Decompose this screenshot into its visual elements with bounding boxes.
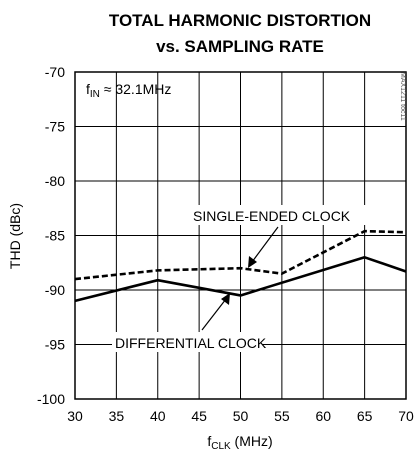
- differential-clock-line: [74, 255, 407, 303]
- y-tick-label: -75: [45, 119, 65, 135]
- x-tick-label: 35: [109, 408, 125, 424]
- x-tick-label: 65: [357, 408, 373, 424]
- watermark: MAX1211 toc11: [399, 72, 406, 121]
- x-axis-label: fCLK (MHz): [207, 433, 272, 452]
- x-tick-label: 60: [315, 408, 331, 424]
- single-ended-label: SINGLE-ENDED CLOCK: [193, 208, 351, 224]
- y-tick-label: -70: [45, 64, 65, 80]
- x-tick-label: 30: [67, 408, 83, 424]
- differential-label: DIFFERENTIAL CLOCK: [115, 335, 267, 351]
- single-ended-arrow: [248, 226, 279, 268]
- single-ended-label-bg: [190, 205, 376, 225]
- x-tick-label: 50: [233, 408, 249, 424]
- x-tick-label: 70: [398, 408, 414, 424]
- x-tick-label: 40: [150, 408, 166, 424]
- x-tick-label: 55: [274, 408, 290, 424]
- chart-title-line-2: vs. SAMPLING RATE: [156, 37, 324, 56]
- plot-frame: [74, 71, 407, 400]
- differential-label-bg: [112, 332, 262, 352]
- y-tick-label: -80: [45, 173, 65, 189]
- y-tick-label: -100: [37, 391, 65, 407]
- y-tick-label: -90: [45, 282, 65, 298]
- tick-labels: 30 35 40 45 50 55 60 65 70 -100 -95 -90 -85 -80 -75 -70: [37, 64, 414, 424]
- single-ended-clock-line: [74, 229, 407, 281]
- chart-title-line-1: TOTAL HARMONIC DISTORTION: [109, 11, 371, 30]
- condition-annotation: fIN ≈ 32.1MHz: [86, 81, 171, 100]
- y-tick-label: -95: [45, 337, 65, 353]
- x-tick-label: 45: [191, 408, 207, 424]
- y-tick-label: -85: [45, 228, 65, 244]
- differential-arrow: [201, 293, 230, 331]
- series-layer: [74, 229, 407, 303]
- y-axis-label: THD (dBc): [7, 203, 23, 269]
